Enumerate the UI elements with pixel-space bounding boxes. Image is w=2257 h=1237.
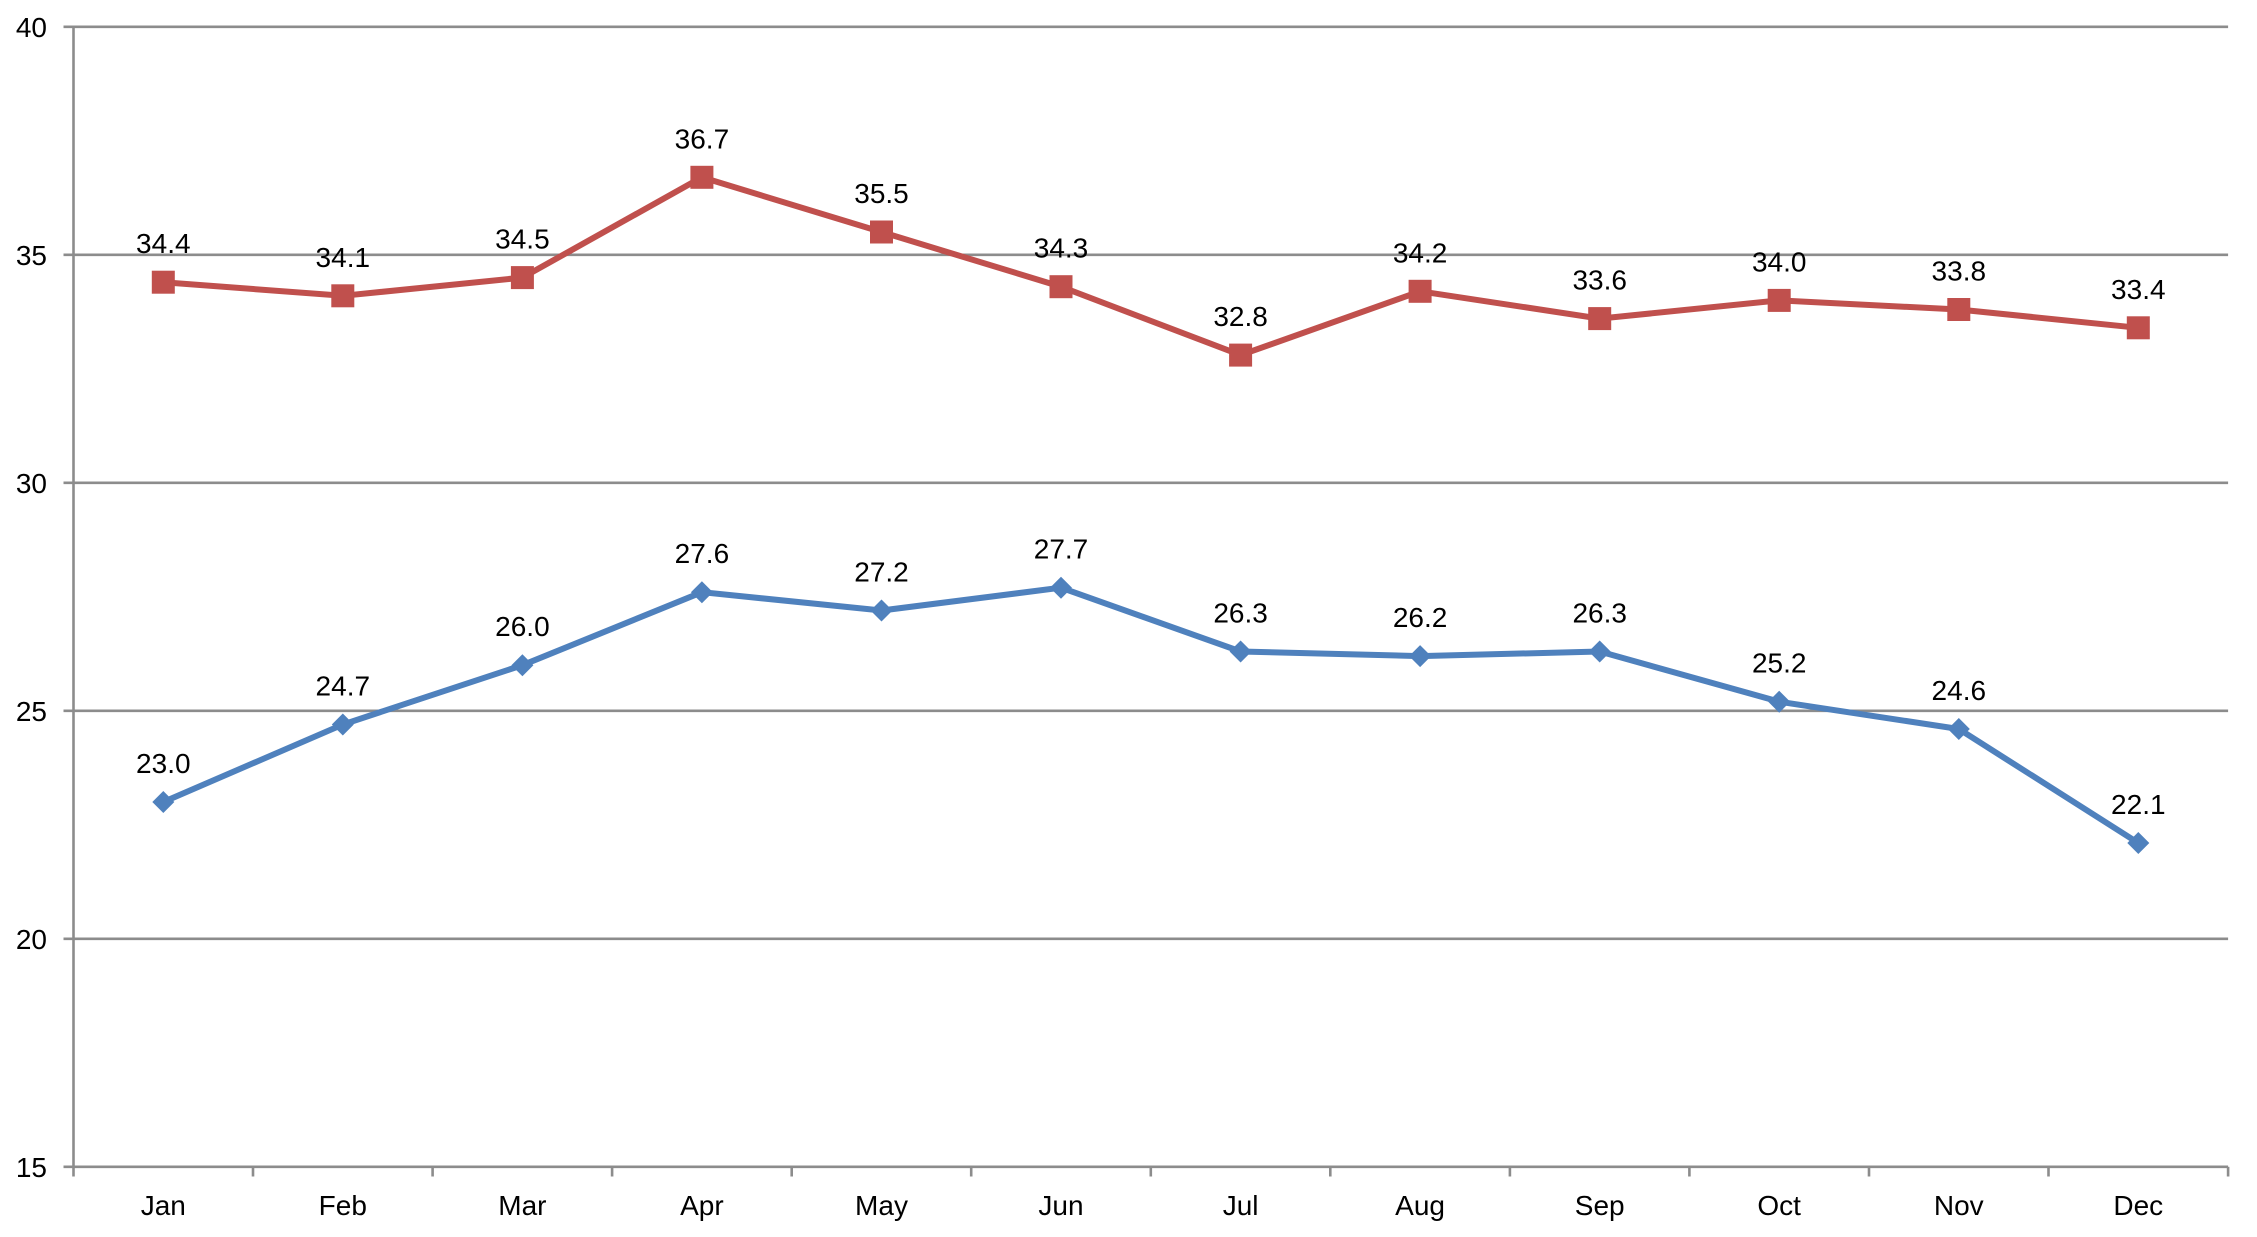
- svg-text:Jul: Jul: [1223, 1190, 1259, 1221]
- svg-text:Aug: Aug: [1395, 1190, 1445, 1221]
- svg-text:24.7: 24.7: [316, 671, 371, 702]
- svg-text:26.0: 26.0: [495, 611, 550, 642]
- svg-text:Apr: Apr: [680, 1190, 724, 1221]
- svg-text:Jan: Jan: [141, 1190, 186, 1221]
- svg-text:34.2: 34.2: [1393, 237, 1448, 268]
- svg-text:20: 20: [16, 924, 47, 955]
- svg-text:27.2: 27.2: [854, 557, 909, 588]
- svg-text:Jun: Jun: [1038, 1190, 1083, 1221]
- svg-text:33.8: 33.8: [1932, 256, 1987, 287]
- svg-text:34.3: 34.3: [1034, 233, 1089, 264]
- svg-text:36.7: 36.7: [675, 123, 730, 154]
- svg-text:33.6: 33.6: [1572, 265, 1627, 296]
- svg-text:34.5: 34.5: [495, 224, 550, 255]
- svg-text:34.4: 34.4: [136, 228, 191, 259]
- svg-text:30: 30: [16, 468, 47, 499]
- svg-text:Feb: Feb: [319, 1190, 367, 1221]
- svg-text:23.0: 23.0: [136, 748, 191, 779]
- svg-text:22.1: 22.1: [2111, 789, 2166, 820]
- svg-text:25: 25: [16, 696, 47, 727]
- svg-text:24.6: 24.6: [1932, 675, 1987, 706]
- svg-text:34.1: 34.1: [316, 242, 371, 273]
- svg-text:Dec: Dec: [2113, 1190, 2163, 1221]
- svg-text:27.7: 27.7: [1034, 534, 1089, 565]
- svg-text:Mar: Mar: [498, 1190, 546, 1221]
- svg-text:26.2: 26.2: [1393, 602, 1448, 633]
- svg-text:33.4: 33.4: [2111, 274, 2166, 305]
- svg-text:25.2: 25.2: [1752, 648, 1807, 679]
- svg-text:Oct: Oct: [1757, 1190, 1801, 1221]
- svg-text:15: 15: [16, 1152, 47, 1183]
- svg-text:26.3: 26.3: [1572, 598, 1627, 629]
- svg-text:32.8: 32.8: [1213, 301, 1268, 332]
- svg-text:34.0: 34.0: [1752, 246, 1807, 277]
- svg-text:Sep: Sep: [1575, 1190, 1625, 1221]
- svg-text:35: 35: [16, 240, 47, 271]
- svg-text:Nov: Nov: [1934, 1190, 1984, 1221]
- svg-text:May: May: [855, 1190, 908, 1221]
- svg-text:40: 40: [16, 12, 47, 43]
- svg-text:26.3: 26.3: [1213, 598, 1268, 629]
- svg-text:27.6: 27.6: [675, 538, 730, 569]
- svg-text:35.5: 35.5: [854, 178, 909, 209]
